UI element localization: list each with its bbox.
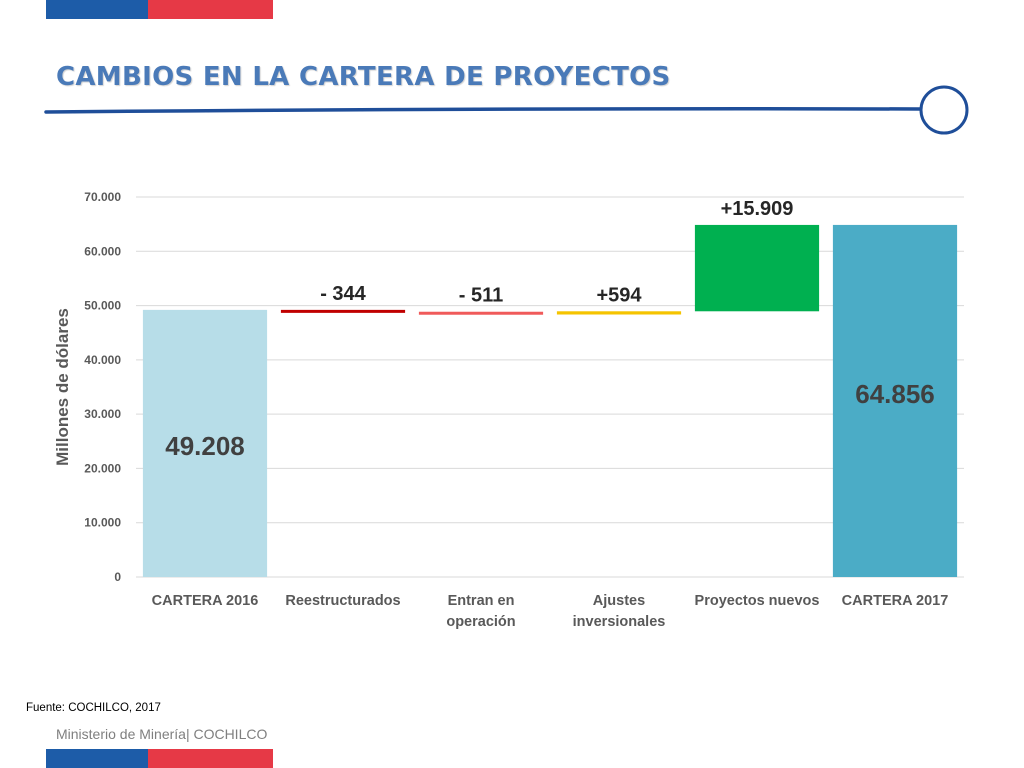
delta-bar: [418, 311, 544, 315]
delta-bar: [280, 309, 406, 313]
category-label: Reestructurados: [285, 593, 400, 609]
gridlines: [136, 196, 964, 578]
flag-red-segment: [148, 749, 273, 768]
source-note: Fuente: COCHILCO, 2017: [26, 702, 161, 714]
total-bar: [142, 309, 268, 577]
delta-bar: [694, 224, 820, 312]
y-tick-label: 40.000: [84, 353, 121, 367]
bar-value-label: 49.208: [165, 431, 245, 461]
flag-stripe-bottom: [46, 749, 273, 768]
flag-blue-segment: [46, 0, 148, 19]
slide-title: CAMBIOS EN LA CARTERA DE PROYECTOS: [56, 62, 671, 92]
category-label: CARTERA 2017: [842, 593, 949, 609]
bar-value-label: 64.856: [855, 379, 935, 409]
y-tick-label: 60.000: [84, 244, 121, 258]
bar-value-label: - 344: [320, 283, 366, 305]
y-tick-label: 50.000: [84, 299, 121, 313]
category-label: inversionales: [573, 614, 666, 630]
bar-value-label: - 511: [459, 285, 503, 307]
bar-value-label: +594: [596, 284, 642, 306]
y-tick-label: 70.000: [84, 190, 121, 204]
category-label: CARTERA 2016: [152, 593, 259, 609]
flag-stripe-top: [46, 0, 273, 19]
y-axis-title: Millones de dólares: [53, 308, 72, 466]
y-tick-label: 20.000: [84, 461, 121, 475]
footer-organization: Ministerio de Minería| COCHILCO: [56, 726, 268, 742]
category-label: Ajustes: [593, 593, 645, 609]
delta-bar: [556, 311, 682, 315]
y-tick-label: 0: [114, 570, 121, 584]
total-bar: [832, 224, 958, 578]
category-label: Proyectos nuevos: [695, 593, 820, 609]
y-tick-label: 10.000: [84, 516, 121, 530]
bars: [142, 224, 958, 578]
category-label: operación: [446, 614, 515, 630]
flag-red-segment: [148, 0, 273, 19]
y-tick-label: 30.000: [84, 407, 121, 421]
category-label: Entran en: [448, 593, 515, 609]
x-axis-labels: CARTERA 2016 Reestructurados Entran en oper…: [152, 593, 949, 630]
bar-value-label: +15.909: [721, 198, 794, 220]
data-labels: 49.208 - 344 - 511 +594 +15.909 64.856: [165, 198, 935, 461]
y-axis-ticks: 0 10.000 20.000 30.000 40.000 50.000 60.000 70.…: [84, 190, 121, 584]
flag-blue-segment: [46, 749, 148, 768]
